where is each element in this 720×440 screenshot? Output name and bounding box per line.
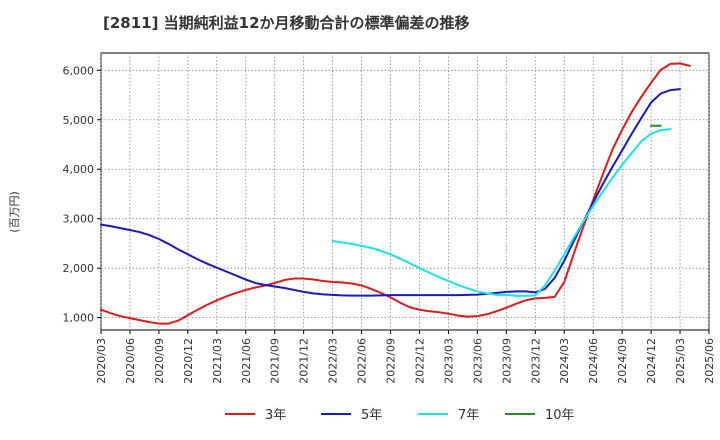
x-tick-label: 2023/03 xyxy=(442,338,455,384)
y-tick-label: 4,000 xyxy=(63,163,95,176)
legend-label: 10年 xyxy=(545,408,575,423)
y-tick-label: 5,000 xyxy=(63,114,95,127)
x-tick-label: 2022/09 xyxy=(385,338,398,384)
series-lines xyxy=(100,62,691,325)
x-tick-label: 2025/06 xyxy=(703,338,716,384)
y-tick-label: 2,000 xyxy=(63,262,95,275)
y-tick-label: 1,000 xyxy=(63,312,95,325)
x-tick-label: 2024/12 xyxy=(645,338,658,384)
y-axis: 1,000 2,000 3,000 4,000 5,000 6,000 xyxy=(63,64,101,325)
y-axis-label: (百万円) xyxy=(8,191,21,233)
x-tick-label: 2022/03 xyxy=(327,338,340,384)
series-line-7年 xyxy=(331,128,672,297)
x-tick-label: 2023/06 xyxy=(471,338,484,384)
x-tick-label: 2024/06 xyxy=(587,338,600,384)
x-tick-label: 2025/03 xyxy=(674,338,687,384)
x-tick-label: 2020/12 xyxy=(182,338,195,384)
grid xyxy=(100,53,710,330)
x-tick-label: 2020/03 xyxy=(95,338,108,384)
plot-area xyxy=(100,52,710,331)
x-tick-label: 2024/03 xyxy=(558,338,571,384)
chart-title: [2811] 当期純利益12か月移動合計の標準偏差の推移 xyxy=(103,14,470,32)
x-tick-label: 2023/12 xyxy=(529,338,542,384)
x-tick-label: 2022/06 xyxy=(356,338,369,384)
x-tick-label: 2022/12 xyxy=(413,338,426,384)
x-tick-label: 2021/09 xyxy=(269,338,282,384)
x-tick-label: 2021/03 xyxy=(211,338,224,384)
x-tick-label: 2020/06 xyxy=(124,338,137,384)
legend-label: 7年 xyxy=(458,408,479,423)
x-tick-label: 2024/09 xyxy=(616,338,629,384)
x-tick-label: 2021/06 xyxy=(240,338,253,384)
legend-label: 3年 xyxy=(265,408,286,423)
legend-label: 5年 xyxy=(361,408,382,423)
x-axis: 2020/03 2020/06 2020/09 2020/12 2021/03 2021/… xyxy=(95,330,716,384)
x-tick-label: 2021/12 xyxy=(298,338,311,384)
y-tick-label: 6,000 xyxy=(63,64,95,77)
x-tick-label: 2020/09 xyxy=(153,338,166,384)
x-tick-label: 2023/09 xyxy=(500,338,513,384)
legend: 3年 5年 7年 10年 xyxy=(225,408,575,423)
y-tick-label: 3,000 xyxy=(63,213,95,226)
